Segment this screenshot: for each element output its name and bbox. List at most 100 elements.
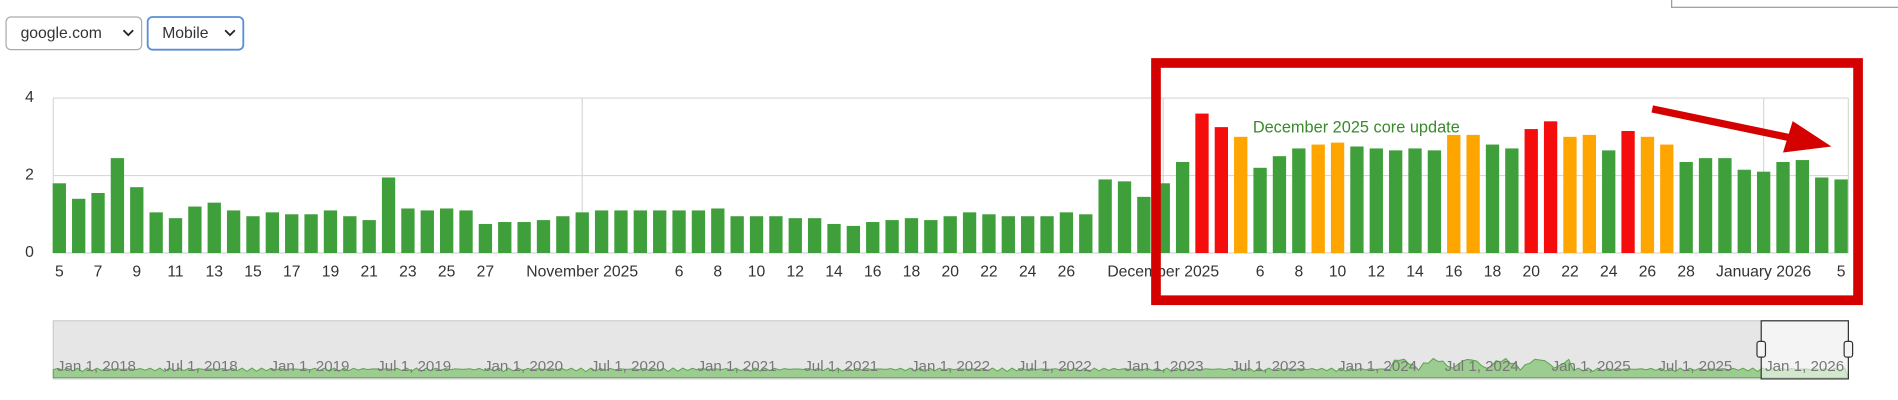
bar xyxy=(1253,167,1267,254)
bar xyxy=(91,192,105,254)
bar xyxy=(110,158,125,254)
x-tick-label: 28 xyxy=(1677,264,1695,281)
bar xyxy=(1234,136,1248,254)
bar xyxy=(1563,136,1577,254)
y-tick-label: 4 xyxy=(25,89,34,106)
navigator-label: Jan 1, 2021 xyxy=(697,358,776,375)
bar xyxy=(1292,148,1306,254)
bar xyxy=(1389,150,1403,254)
bar xyxy=(1330,142,1345,254)
bar xyxy=(246,216,260,254)
x-tick-label: January 2026 xyxy=(1716,264,1812,281)
bar xyxy=(130,187,144,254)
navigator-handle[interactable] xyxy=(1756,340,1767,358)
x-tick-label: 26 xyxy=(1639,264,1657,281)
navigator-window xyxy=(1760,320,1849,380)
bar xyxy=(1059,212,1074,254)
bar xyxy=(381,177,396,254)
trend-arrow xyxy=(1651,105,1793,142)
y-tick-label: 2 xyxy=(25,167,34,184)
bar xyxy=(711,208,725,254)
top-right-box xyxy=(1671,0,1898,8)
x-tick-label: 25 xyxy=(438,264,456,281)
x-tick-label: 20 xyxy=(1522,264,1540,281)
x-tick-label: 26 xyxy=(1058,264,1076,281)
bar xyxy=(749,216,764,254)
bar xyxy=(52,183,66,254)
bar xyxy=(1350,146,1364,254)
x-tick-label: 14 xyxy=(1406,264,1424,281)
bar xyxy=(1621,131,1635,254)
bar xyxy=(1001,216,1015,254)
bar xyxy=(1272,156,1287,254)
navigator-label: Jul 1, 2018 xyxy=(164,358,238,375)
x-tick-label: 23 xyxy=(399,264,417,281)
bar xyxy=(1718,158,1732,254)
bar xyxy=(149,212,163,254)
x-tick-label: 22 xyxy=(980,264,997,281)
bar xyxy=(362,220,376,254)
bar xyxy=(1602,150,1616,254)
bar xyxy=(1737,169,1751,254)
navigator-label: Jul 1, 2023 xyxy=(1231,358,1305,375)
bar xyxy=(1660,144,1674,254)
navigator-label: Jul 1, 2021 xyxy=(804,358,878,375)
bar xyxy=(440,208,454,254)
bar xyxy=(962,212,977,254)
bar xyxy=(769,216,783,254)
x-tick-label: 8 xyxy=(1294,264,1303,281)
x-tick-label: 24 xyxy=(1600,264,1618,281)
bar xyxy=(1834,179,1848,254)
bar xyxy=(1137,196,1151,254)
bar xyxy=(1524,129,1538,254)
bar xyxy=(1485,144,1500,254)
bar xyxy=(401,208,415,254)
bar xyxy=(1776,161,1790,254)
x-tick-label: 9 xyxy=(132,264,141,281)
bar xyxy=(207,202,221,254)
navigator-label: Jan 1, 2025 xyxy=(1552,358,1631,375)
highlight-box xyxy=(1151,58,1863,306)
x-tick-label: 19 xyxy=(322,264,339,281)
bar xyxy=(323,210,338,254)
bar xyxy=(168,218,183,254)
x-tick-label: 17 xyxy=(283,264,300,281)
bar xyxy=(1427,150,1442,254)
navigator-label: Jan 1, 2024 xyxy=(1338,358,1417,375)
x-tick-label: 20 xyxy=(941,264,959,281)
x-tick-label: 22 xyxy=(1561,264,1578,281)
navigator-label: Jan 1, 2023 xyxy=(1125,358,1204,375)
bar xyxy=(1582,134,1596,254)
x-tick-label: 13 xyxy=(206,264,224,281)
device-select[interactable]: Mobile xyxy=(146,16,245,51)
bar xyxy=(1795,160,1810,254)
x-tick-label: 21 xyxy=(360,264,377,281)
bar xyxy=(1098,179,1112,254)
bar xyxy=(943,216,957,254)
navigator-label: Jan 1, 2018 xyxy=(57,358,136,375)
bar xyxy=(672,210,686,254)
navigator-handle[interactable] xyxy=(1843,340,1854,358)
x-tick-label: 18 xyxy=(1484,264,1502,281)
x-tick-label: 16 xyxy=(864,264,882,281)
x-tick-label: 8 xyxy=(713,264,722,281)
bar xyxy=(517,222,531,254)
navigator-label: Jul 1, 2024 xyxy=(1445,358,1519,375)
bar xyxy=(982,214,996,254)
site-select[interactable]: google.com xyxy=(5,16,143,51)
x-tick-label: 12 xyxy=(787,264,804,281)
bar xyxy=(478,223,493,254)
bar xyxy=(1543,121,1558,254)
navigator-label: Jan 1, 2026 xyxy=(1765,358,1844,375)
bar xyxy=(420,210,434,254)
navigator-label: Jul 1, 2022 xyxy=(1018,358,1092,375)
navigator-label: Jan 1, 2020 xyxy=(484,358,563,375)
x-tick-label: 16 xyxy=(1445,264,1463,281)
site-select-text: google.com xyxy=(21,25,102,42)
bar xyxy=(1447,134,1461,254)
bar xyxy=(285,214,299,254)
bar xyxy=(614,210,628,254)
x-tick-label: 24 xyxy=(1019,264,1037,281)
